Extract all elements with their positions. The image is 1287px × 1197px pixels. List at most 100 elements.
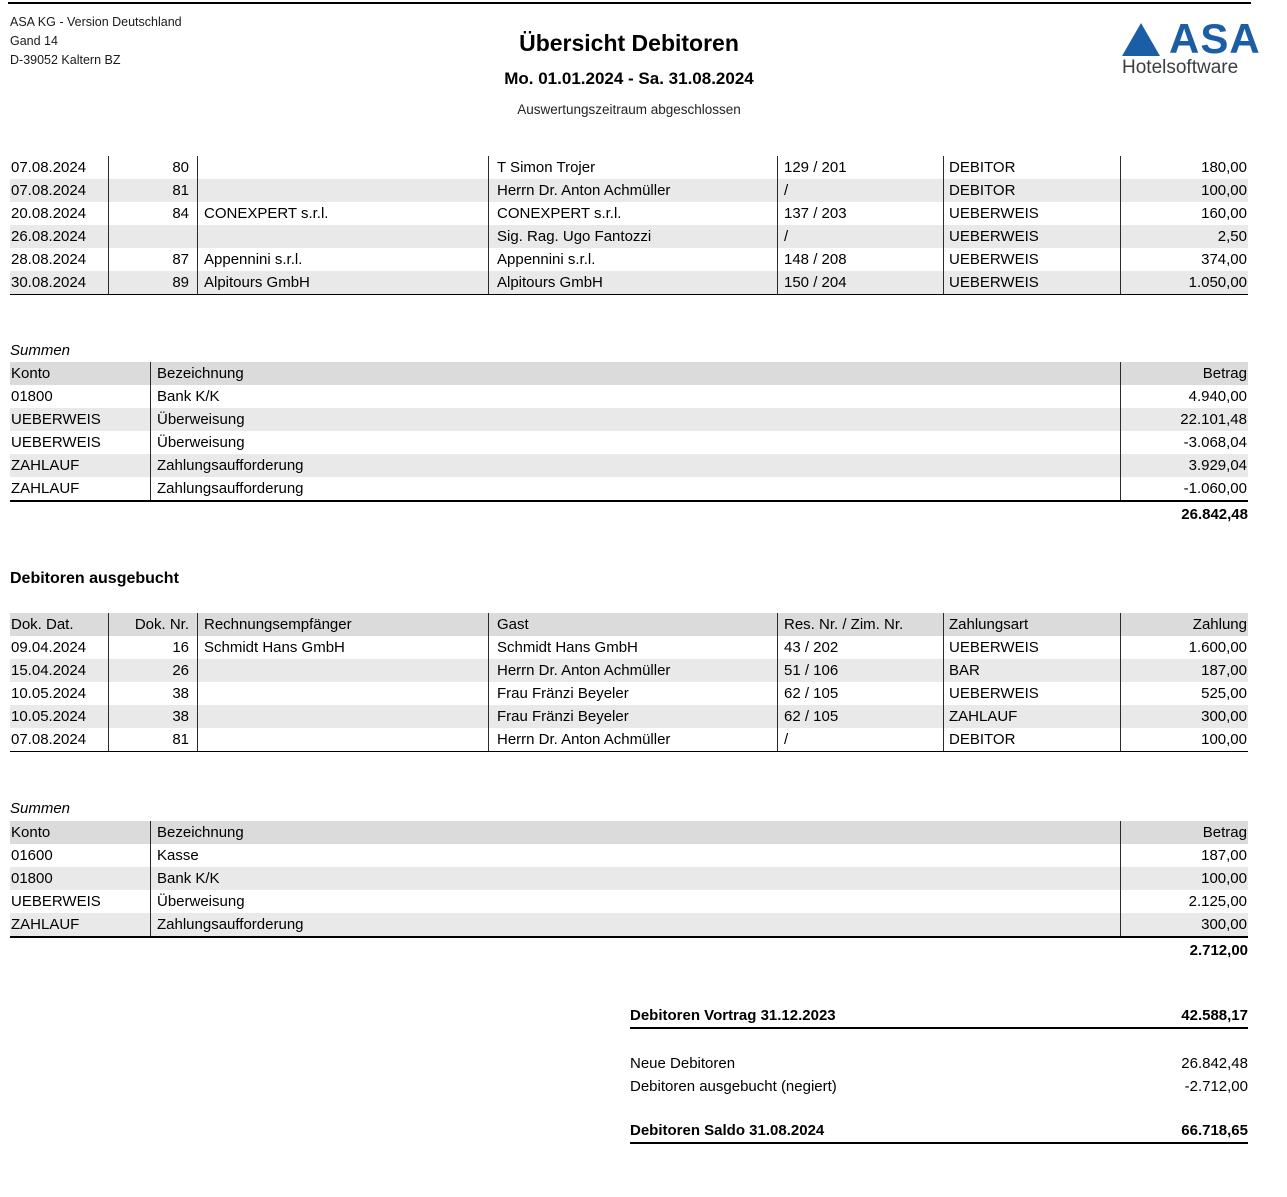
table-cell: Schmidt Hans GmbH [197,636,488,659]
table-header-row: Konto Bezeichnung Betrag [10,821,1248,844]
table-cell: UEBERWEIS [943,636,1120,659]
column-header-cell: Res. Nr. / Zim. Nr. [777,613,943,636]
asa-logo-subtitle: Hotelsoftware [1122,57,1239,78]
summen1-total: 26.842,48 [1181,506,1248,523]
summen2-header: Konto Bezeichnung Betrag [10,821,1248,844]
table-cell: 15.04.2024 [11,662,87,679]
table-cell: Bank K/K [150,867,1120,890]
summen1-table: Konto Bezeichnung Betrag 01800 Bank K/K 4.94… [10,362,1248,502]
ausgebucht-label: Debitoren ausgebucht (negiert) [630,1078,837,1095]
table-header-row: Dok. Dat. Dok. Nr. Rechnungsempfänger Gast R… [10,613,1248,636]
table-cell: 62 / 105 [777,682,943,705]
table-cell [197,682,488,705]
table-row: 01800 Bank K/K 4.940,00 [10,385,1248,408]
summen2-total: 2.712,00 [1189,942,1248,959]
neue-debitoren-row: Neue Debitoren 26.842,48 [630,1052,1248,1075]
column-header-cell: Dok. Nr. [108,613,197,636]
table-cell: 09.04.2024 [11,639,87,656]
table-cell: DEBITOR [943,156,1120,179]
table-row: UEBERWEIS Überweisung -3.068,04 [10,431,1248,454]
table-cell: 81 [108,728,197,751]
written-off-header: Dok. Dat. Dok. Nr. Rechnungsempfänger Gast R… [10,613,1248,636]
summen2-table: Konto Bezeichnung Betrag 01600 Kasse 187,00 0… [10,821,1248,938]
balance-summary: Debitoren Vortrag 31.12.2023 42.588,17 N… [630,1004,1248,1144]
table-cell: UEBERWEIS [943,682,1120,705]
table-cell: T Simon Trojer [488,156,777,179]
vortrag-value: 42.588,17 [1181,1007,1248,1024]
table-cell: -3.068,04 [1120,431,1248,454]
address-line: D-39052 Kaltern BZ [10,53,121,67]
table-cell: 3.929,04 [1120,454,1248,477]
table-cell: 100,00 [1120,728,1248,751]
table-cell: 81 [108,179,197,202]
table-cell: Frau Fränzi Beyeler [488,705,777,728]
triangle-icon [1122,22,1160,56]
table-row: 07.08.2024 80 T Simon Trojer 129 / 201 DEBIT… [10,156,1248,179]
table-cell: Zahlungsaufforderung [150,913,1120,936]
table-cell [197,659,488,682]
column-header-cell: Konto [11,365,51,382]
table-cell: ZAHLAUF [11,916,80,933]
table-cell: 150 / 204 [777,271,943,294]
table-cell: 07.08.2024 [11,182,87,199]
column-header-cell: Zahlung [1120,613,1248,636]
table-cell: 84 [108,202,197,225]
table-cell: ZAHLAUF [11,457,80,474]
table-cell: Herrn Dr. Anton Achmüller [488,179,777,202]
table-cell: 180,00 [1120,156,1248,179]
table-cell: 2.125,00 [1120,890,1248,913]
table-row: 26.08.2024 Sig. Rag. Ugo Fantozzi / UEBERWE… [10,225,1248,248]
saldo-value: 66.718,65 [1181,1122,1248,1139]
table-cell: Alpitours GmbH [488,271,777,294]
column-header-cell: Konto [11,824,51,841]
table-cell: 01600 [11,847,53,864]
table-cell: DEBITOR [943,728,1120,751]
table-cell: ZAHLAUF [943,705,1120,728]
table-cell: Überweisung [150,408,1120,431]
table-cell: Appennini s.r.l. [197,248,488,271]
table-cell: UEBERWEIS [943,248,1120,271]
table-cell: 137 / 203 [777,202,943,225]
table-cell: Überweisung [150,431,1120,454]
table-header-row: Konto Bezeichnung Betrag [10,362,1248,385]
summen1-body: 01800 Bank K/K 4.940,00 UEBERWEIS Überweisun… [10,385,1248,500]
vortrag-label: Debitoren Vortrag 31.12.2023 [630,1007,836,1024]
neue-debitoren-label: Neue Debitoren [630,1055,736,1072]
written-off-table: Dok. Dat. Dok. Nr. Rechnungsempfänger Gast R… [10,613,1248,752]
table-cell: 300,00 [1120,913,1248,936]
table-cell: BAR [943,659,1120,682]
column-header-cell: Dok. Dat. [11,616,74,633]
table-cell: 30.08.2024 [11,274,87,291]
table-cell: 148 / 208 [777,248,943,271]
table-cell: -1.060,00 [1120,477,1248,500]
table-cell [108,225,197,248]
table-cell: Bank K/K [150,385,1120,408]
column-header-cell: Betrag [1120,821,1248,844]
table-cell: UEBERWEIS [11,434,101,451]
table-row: 01800 Bank K/K 100,00 [10,867,1248,890]
table-cell [197,728,488,751]
table-cell: 26.08.2024 [11,228,87,245]
table-cell: 10.05.2024 [11,685,87,702]
table-cell: 62 / 105 [777,705,943,728]
table-cell: 20.08.2024 [11,205,87,222]
table-cell [197,225,488,248]
asa-logo-text: ASA [1169,15,1261,62]
table-cell: 374,00 [1120,248,1248,271]
evaluation-status: Auswertungszeitraum abgeschlossen [517,102,741,117]
table-cell: Zahlungsaufforderung [150,477,1120,500]
summen2-body: 01600 Kasse 187,00 01800 Bank K/K 100,00 UEBER… [10,844,1248,936]
table-row: UEBERWEIS Überweisung 22.101,48 [10,408,1248,431]
ausgebucht-value: -2.712,00 [1184,1078,1248,1095]
table-row: 15.04.2024 26 Herrn Dr. Anton Achmüller 51 … [10,659,1248,682]
column-header-cell: Bezeichnung [150,362,1120,385]
table-row: 07.08.2024 81 Herrn Dr. Anton Achmüller / DE… [10,728,1248,751]
column-header-cell: Bezeichnung [150,821,1120,844]
table-cell: 38 [108,682,197,705]
table-cell: ZAHLAUF [11,480,80,497]
column-header-cell: Gast [488,613,777,636]
table-row: ZAHLAUF Zahlungsaufforderung -1.060,00 [10,477,1248,500]
table-cell: 22.101,48 [1120,408,1248,431]
table-cell: 26 [108,659,197,682]
table-cell: Herrn Dr. Anton Achmüller [488,728,777,751]
